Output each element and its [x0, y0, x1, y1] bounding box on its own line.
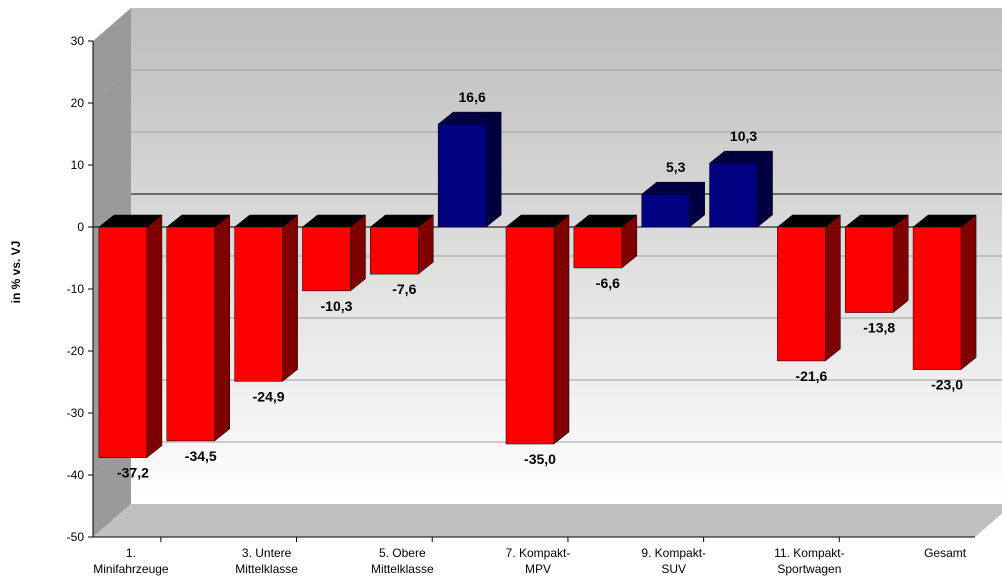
- data-label: -34,5: [185, 448, 217, 464]
- data-label: -13,8: [863, 320, 895, 336]
- bar-side: [553, 214, 570, 445]
- x-tick-label: 1. Minifahrzeuge: [93, 546, 169, 576]
- bar: [370, 226, 419, 275]
- data-labels: -37,2 -34,5 -24,9 -10,3 -7,6 16,6 -35,0 -6,6 5,3…: [117, 89, 963, 481]
- x-tick-label: Gesamt: [924, 546, 967, 560]
- data-label: -7,6: [392, 281, 416, 297]
- x-tick-label-line: Mittelklasse: [235, 562, 298, 576]
- data-label: 5,3: [666, 159, 686, 175]
- y-tick-label: 0: [77, 220, 84, 234]
- y-tick-label: 10: [71, 158, 85, 172]
- bar: [844, 226, 894, 313]
- gridline-side: [92, 131, 132, 166]
- gridline-side: [92, 193, 132, 228]
- y-tick-label: -30: [67, 406, 85, 420]
- bar: [505, 226, 555, 445]
- gridline-side: [92, 69, 132, 104]
- bar: [709, 162, 758, 228]
- data-label: -35,0: [524, 451, 556, 467]
- bar-side: [825, 214, 841, 362]
- x-tick-label-line: 9. Kompakt-: [641, 546, 706, 560]
- bar: [166, 226, 216, 442]
- bar-side: [892, 214, 909, 314]
- bar-side: [146, 214, 163, 459]
- x-tick-label-line: MPV: [525, 562, 551, 576]
- data-label: -23,0: [931, 377, 963, 393]
- y-tick-label: -10: [67, 282, 85, 296]
- x-tick-label-line: Mittelklasse: [371, 562, 434, 576]
- bar: [234, 226, 283, 382]
- bar-side: [350, 214, 366, 292]
- x-tick-label-line: 1.: [126, 546, 136, 560]
- y-tick-label: -50: [67, 530, 85, 544]
- x-tick-label: 11. Kompakt- Sportwagen: [774, 546, 844, 576]
- x-tick-label-line: Sportwagen: [777, 562, 841, 576]
- bar: [98, 226, 148, 458]
- x-tick-label-line: 5. Obere: [379, 546, 426, 560]
- x-tick-label-line: Minifahrzeuge: [93, 562, 169, 576]
- bar-side: [214, 214, 231, 442]
- x-tick-label: 3. Untere Mittelklasse: [235, 546, 298, 576]
- bar-side: [485, 111, 502, 228]
- floor: [93, 504, 1002, 537]
- data-label: -10,3: [321, 298, 353, 314]
- y-tick-label: 20: [71, 96, 85, 110]
- y-tick-label: 30: [71, 34, 85, 48]
- y-axis-label: in % vs. VJ: [9, 241, 23, 304]
- data-label: -6,6: [596, 275, 620, 291]
- bar: [641, 193, 690, 228]
- x-tick-label-line: Gesamt: [924, 546, 967, 560]
- x-tick-label: 7. Kompakt- MPV: [506, 546, 571, 576]
- x-tick-label-line: 11. Kompakt-: [774, 546, 844, 560]
- x-tick-label: 9. Kompakt- SUV: [641, 546, 706, 576]
- x-tick-label-line: SUV: [661, 562, 686, 576]
- y-tick-label: -20: [67, 344, 85, 358]
- bar-side: [282, 214, 298, 382]
- bar-side: [757, 150, 773, 228]
- x-tick-label-line: 7. Kompakt-: [506, 546, 571, 560]
- bar: [573, 226, 623, 269]
- bar-side: [960, 214, 977, 371]
- bar: [437, 123, 487, 228]
- y-tick-label: -40: [67, 468, 85, 482]
- bar: [912, 226, 962, 370]
- data-label: 16,6: [459, 89, 486, 105]
- x-tick-label: 5. Obere Mittelklasse: [371, 546, 434, 576]
- bars: [98, 111, 977, 459]
- bar: [302, 226, 351, 292]
- bar: [777, 226, 826, 362]
- data-label: 10,3: [730, 128, 757, 144]
- data-label: -21,6: [795, 368, 827, 384]
- data-label: -24,9: [253, 388, 285, 404]
- x-tick-label-line: 3. Untere: [242, 546, 292, 560]
- data-label: -37,2: [117, 465, 149, 481]
